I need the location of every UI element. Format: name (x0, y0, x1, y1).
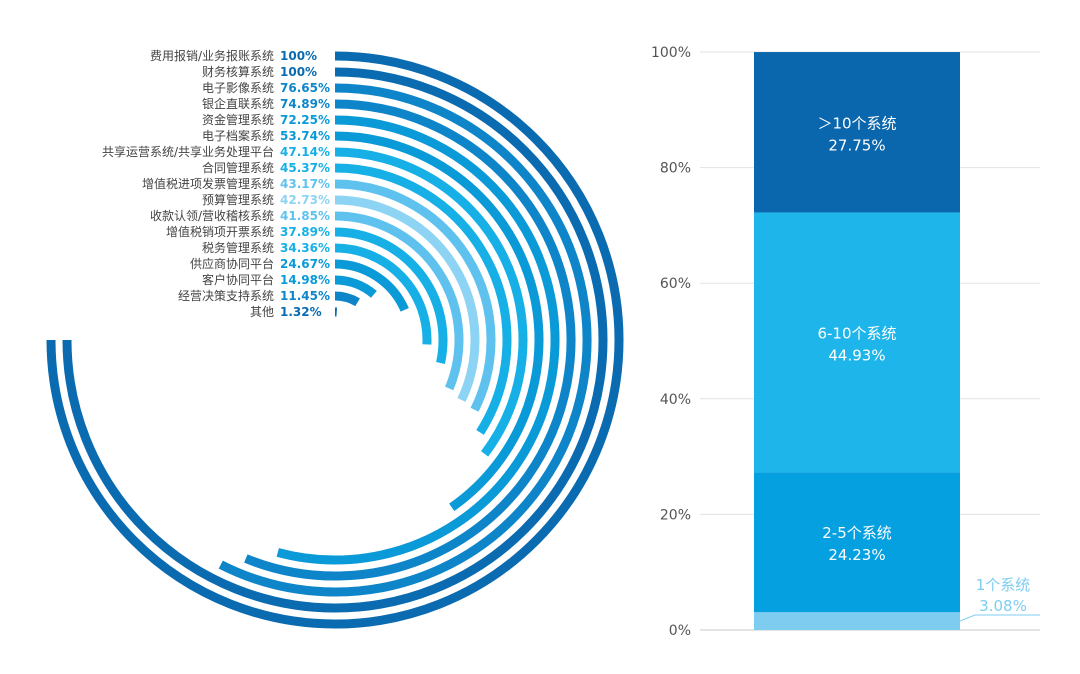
radial-bar (334, 131, 544, 511)
segment-value-label: 27.75% (828, 136, 885, 154)
radial-category-label: 电子影像系统 (202, 81, 274, 95)
radial-value-label: 24.67% (280, 257, 330, 271)
radial-bar (218, 83, 592, 597)
stacked-segment (754, 612, 960, 630)
radial-bar (334, 195, 480, 402)
stacked-segment (754, 472, 960, 613)
stacked-segment (754, 52, 960, 213)
radial-category-label: 其他 (250, 305, 274, 319)
radial-category-label: 合同管理系统 (202, 160, 274, 175)
radial-category-label: 客户协同平台 (202, 272, 274, 287)
radial-value-label: 100% (280, 49, 317, 63)
radial-value-label: 11.45% (280, 289, 330, 303)
radial-value-label: 41.85% (280, 209, 330, 223)
segment-name-label: 1个系统 (976, 576, 1031, 594)
radial-category-label: 银企直联系统 (202, 96, 274, 111)
radial-bar (334, 147, 528, 457)
radial-category-label: 增值税销项开票系统 (166, 224, 274, 239)
stacked-bar-chart: 0% 20% 40% 60% 80% 100% 1个系统 3.08% 2-5个系统 24.23% 6… (651, 45, 1040, 639)
radial-bar (334, 259, 409, 312)
radial-category-label: 财务核算系统 (202, 64, 274, 79)
radial-value-label: 37.89% (280, 225, 330, 239)
segment-value-label: 44.93% (828, 346, 885, 364)
radial-bar (334, 163, 512, 435)
radial-category-label: 经营决策支持系统 (178, 288, 274, 303)
radial-bar (334, 243, 432, 345)
callout-line (959, 614, 1040, 622)
radial-bar (334, 275, 377, 298)
radial-value-label: 100% (280, 65, 317, 79)
y-tick-label: 80% (660, 161, 691, 177)
radial-category-label: 税务管理系统 (202, 240, 274, 255)
radial-value-label: 47.14% (280, 145, 330, 159)
radial-category-label: 费用报销/业务报账系统 (150, 48, 274, 63)
y-tick-label: 100% (651, 45, 691, 61)
radial-value-label: 72.25% (280, 113, 330, 127)
radial-value-label: 1.32% (280, 305, 322, 319)
radial-bar (334, 179, 496, 412)
y-tick-label: 60% (660, 276, 691, 292)
radial-bar (46, 51, 624, 629)
radial-category-label: 共享运营系统/共享业务处理平台 (102, 144, 274, 159)
radial-bar (244, 99, 576, 581)
y-tick-label: 40% (660, 392, 691, 408)
segment-name-label: 6-10个系统 (817, 324, 896, 342)
radial-category-label: 资金管理系统 (202, 112, 274, 127)
segment-value-label: 3.08% (979, 597, 1027, 615)
radial-value-label: 74.89% (280, 97, 330, 111)
radial-value-label: 43.17% (280, 177, 330, 191)
radial-value-label: 53.74% (280, 129, 330, 143)
radial-value-label: 34.36% (280, 241, 330, 255)
segment-name-label: ＞10个系统 (817, 114, 896, 132)
radial-bar (334, 227, 448, 364)
radial-bar (334, 291, 360, 307)
y-tick-label: 0% (669, 623, 691, 639)
radial-category-label: 增值税进项发票管理系统 (142, 176, 274, 191)
radial-category-label: 电子档案系统 (202, 128, 274, 143)
radial-value-label: 42.73% (280, 193, 330, 207)
radial-value-label: 76.65% (280, 81, 330, 95)
segment-value-label: 24.23% (828, 546, 885, 564)
radial-bar (62, 67, 608, 613)
radial-bar (276, 115, 560, 565)
radial-category-label: 收款认领/营收稽核系统 (150, 208, 274, 223)
segment-name-label: 2-5个系统 (822, 524, 892, 542)
radial-value-label: 45.37% (280, 161, 330, 175)
y-tick-label: 20% (660, 507, 691, 523)
radial-category-label: 预算管理系统 (202, 192, 274, 207)
radial-bar-chart: 100% 费用报销/业务报账系统 100% 财务核算系统 76.65% 电子影像系统 74.… (46, 48, 624, 629)
radial-category-label: 供应商协同平台 (190, 256, 274, 271)
radial-bar (334, 211, 464, 391)
radial-value-label: 14.98% (280, 273, 330, 287)
stacked-segment (754, 212, 960, 473)
